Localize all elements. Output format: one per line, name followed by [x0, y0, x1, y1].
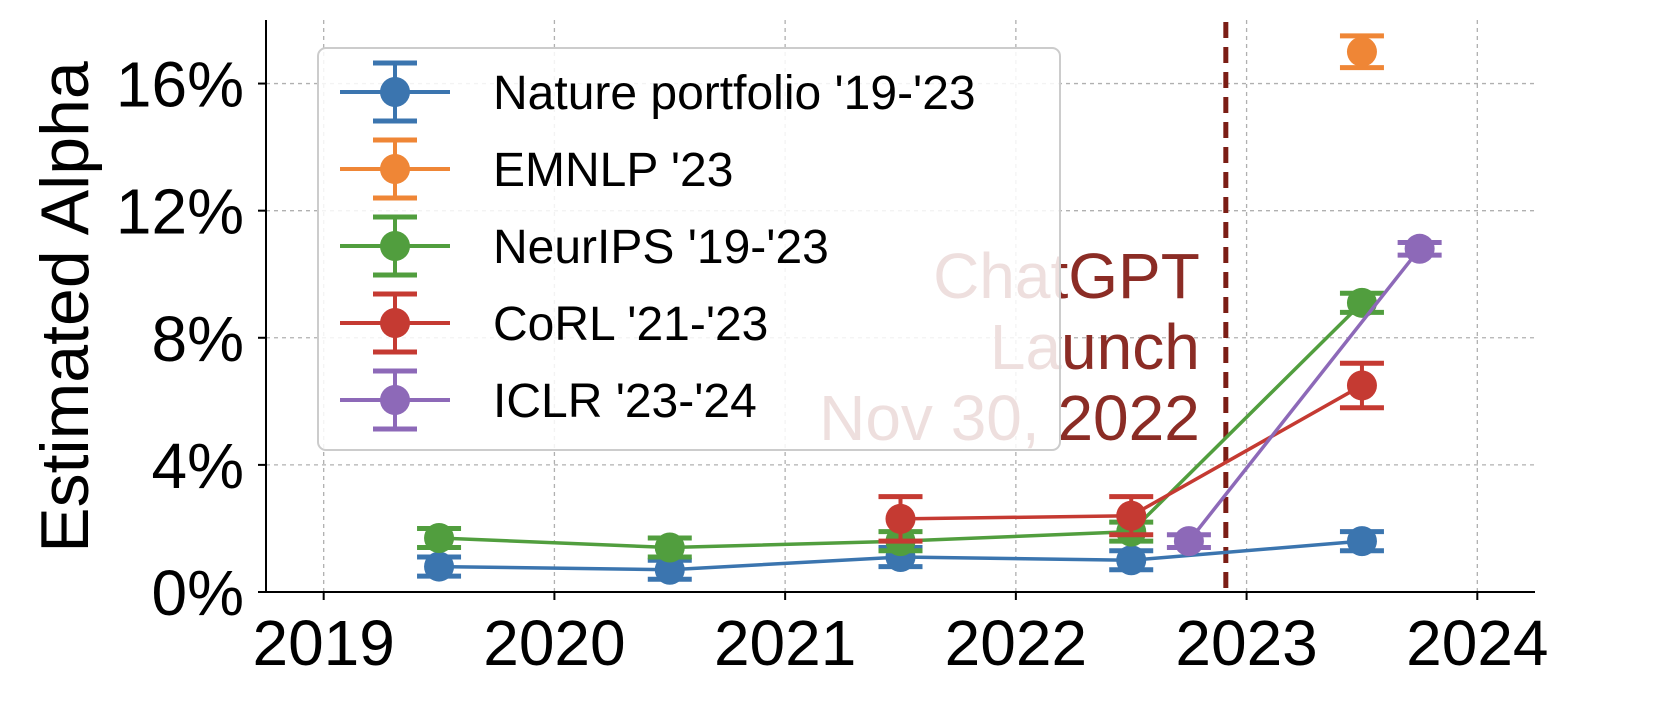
- y-tick-label: 16%: [116, 49, 244, 121]
- x-tick-label: 2019: [252, 607, 394, 679]
- data-point: [1346, 370, 1377, 401]
- data-point: [654, 554, 685, 585]
- data-point: [1404, 233, 1435, 264]
- x-tick-label: 2023: [1175, 607, 1317, 679]
- x-tick-label: 2024: [1406, 607, 1548, 679]
- y-axis-title: Estimated Alpha: [27, 61, 103, 553]
- y-tick-label: 0%: [152, 557, 245, 629]
- legend-label: ICLR '23-'24: [493, 375, 757, 428]
- series-emnlp-23: [1339, 33, 1384, 71]
- y-tick-label: 4%: [152, 430, 245, 502]
- series-group: [417, 33, 1442, 585]
- legend-label: Nature portfolio '19-'23: [493, 67, 976, 120]
- data-point: [1346, 526, 1377, 557]
- axes: 2019 2020 2021 2022 2023 2024 0% 4% 8% 12% 16%: [116, 20, 1549, 679]
- legend-label: CoRL '21-'23: [493, 298, 768, 351]
- data-point: [424, 551, 455, 582]
- data-point: [1346, 287, 1377, 318]
- data-point: [1116, 545, 1147, 576]
- data-point: [1173, 526, 1204, 557]
- series-iclr-23-24: [1166, 233, 1442, 557]
- legend-item-iclr-23-24: ICLR '23-'24: [340, 368, 757, 432]
- legend-label: EMNLP '23: [493, 144, 733, 197]
- legend-marker: [380, 231, 410, 261]
- legend-item-emnlp-23: EMNLP '23: [340, 137, 733, 201]
- series-line: [1187, 247, 1422, 543]
- legend-box: [317, 47, 1061, 451]
- x-tick-label: 2020: [483, 607, 625, 679]
- legend-marker: [380, 77, 410, 107]
- legend-marker: [380, 308, 410, 338]
- legend-marker: [380, 385, 410, 415]
- data-point: [424, 522, 455, 553]
- x-tick-label: 2021: [714, 607, 856, 679]
- legend-label: NeurIPS '19-'23: [493, 221, 829, 274]
- series-corl-21-23: [878, 360, 1384, 544]
- legend-item-nature-portfolio-19-23: Nature portfolio '19-'23: [340, 60, 976, 124]
- data-point: [885, 503, 916, 534]
- legend-marker: [380, 154, 410, 184]
- data-point: [654, 532, 685, 563]
- data-point: [1116, 500, 1147, 531]
- y-tick-label: 12%: [116, 176, 244, 248]
- legend-item-neurips-19-23: NeurIPS '19-'23: [340, 214, 829, 278]
- data-point: [1346, 36, 1377, 67]
- legend-item-corl-21-23: CoRL '21-'23: [340, 291, 768, 355]
- legend: Nature portfolio '19-'23 EMNLP '23 NeurIPS…: [317, 47, 1061, 451]
- x-tick-label: 2022: [945, 607, 1087, 679]
- y-tick-label: 8%: [152, 303, 245, 375]
